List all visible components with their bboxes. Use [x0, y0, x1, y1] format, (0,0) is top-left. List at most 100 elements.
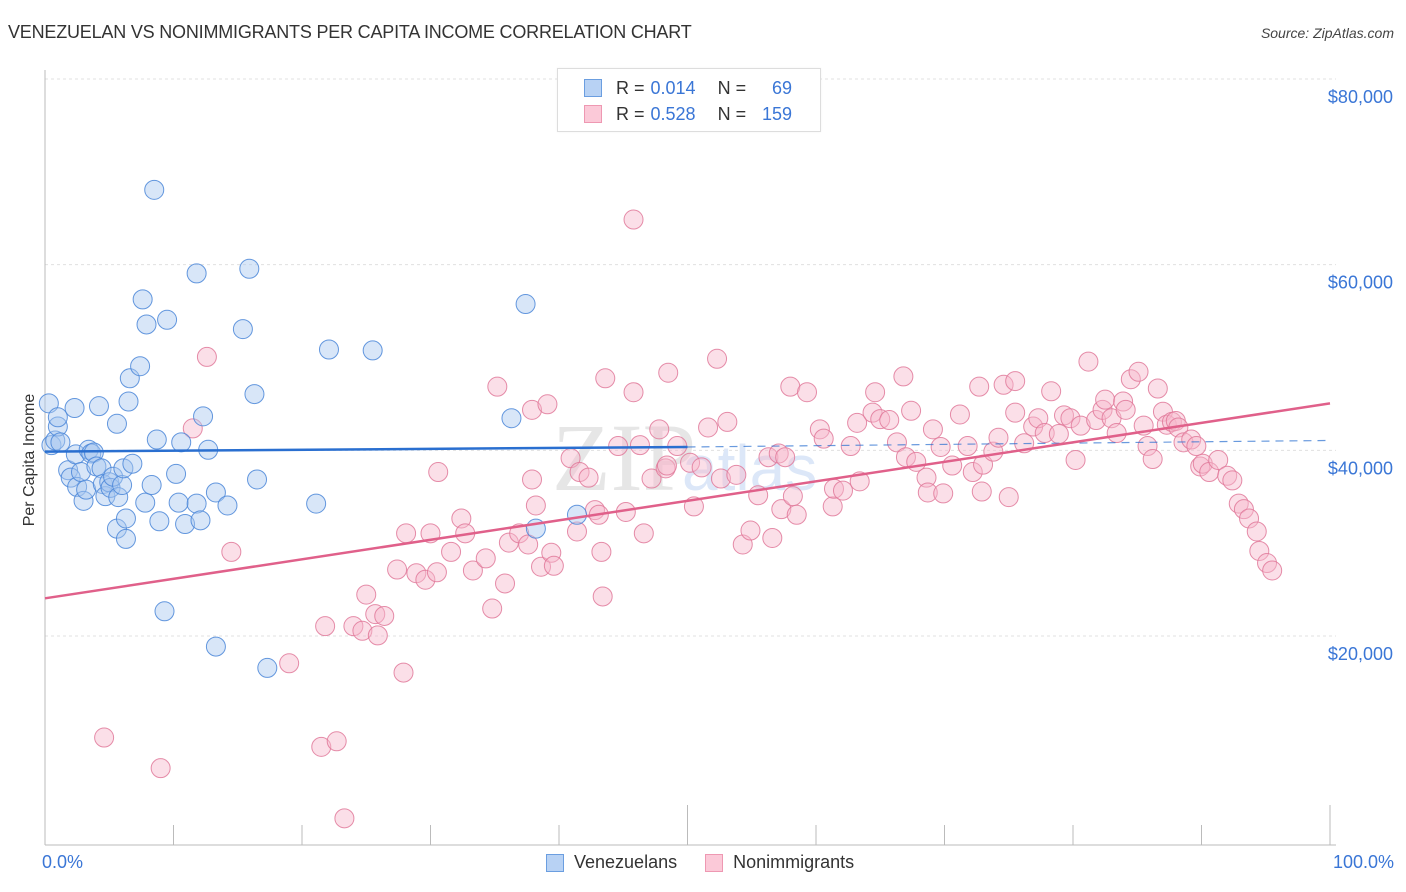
- nonimmigrants-point: [1095, 389, 1116, 410]
- venezuelans-point: [171, 432, 192, 453]
- venezuelans-point: [112, 475, 133, 496]
- nonimmigrants-point: [780, 376, 801, 397]
- nonimmigrants-point: [1005, 402, 1026, 423]
- nonimmigrants-point: [595, 368, 616, 389]
- venezuelans-point: [186, 263, 207, 284]
- nonimmigrants-point: [428, 462, 449, 483]
- venezuelans-point: [130, 356, 151, 377]
- venezuelans-point: [175, 514, 196, 535]
- nonimmigrants-point: [813, 428, 834, 449]
- nonimmigrants-point: [311, 736, 332, 757]
- nonimmigrants-point: [782, 486, 803, 507]
- nonimmigrants-point: [1186, 436, 1207, 457]
- legend-item-nonimmigrants[interactable]: Nonimmigrants: [705, 852, 854, 873]
- nonimmigrants-point: [1078, 351, 1099, 372]
- nonimmigrants-point: [629, 435, 650, 456]
- venezuelans-point: [217, 495, 238, 516]
- venezuelans-trend-line: [44, 445, 688, 453]
- venezuelans-point: [318, 339, 339, 360]
- nonimmigrants-point: [1086, 410, 1107, 431]
- venezuelans-point: [141, 475, 162, 496]
- venezuelans-point: [205, 636, 226, 657]
- nonimmigrants-point: [1041, 381, 1062, 402]
- venezuelans-point: [136, 314, 157, 335]
- venezuelans-point: [149, 511, 170, 532]
- nonimmigrants-point: [680, 452, 701, 473]
- nonimmigrants-point: [1034, 423, 1055, 444]
- legend-item-venezuelans[interactable]: Venezuelans: [546, 852, 677, 873]
- nonimmigrants-point: [957, 436, 978, 457]
- y-tick-label: $40,000: [1328, 458, 1393, 478]
- nonimmigrants-point: [578, 467, 599, 488]
- nonimmigrants-point: [922, 419, 943, 440]
- nonimmigrants-point: [343, 616, 364, 637]
- nonimmigrants-point: [865, 382, 886, 403]
- nonimmigrants-trend-line: [44, 402, 1331, 600]
- venezuelans-point: [118, 391, 139, 412]
- nonimmigrants-point: [930, 436, 951, 457]
- nonimmigrants-point: [522, 399, 543, 420]
- nonimmigrants-point: [707, 348, 728, 369]
- nonimmigrants-point: [1120, 369, 1141, 390]
- nonimmigrants-point: [775, 447, 796, 468]
- venezuelans-point: [232, 319, 253, 340]
- nonimmigrants-point: [893, 366, 914, 387]
- nonimmigrants-point: [998, 487, 1019, 508]
- r-label: R =: [616, 77, 645, 98]
- venezuelans-point: [244, 384, 265, 405]
- r-value: 0.014: [650, 77, 696, 98]
- nonimmigrants-point: [962, 462, 983, 483]
- venezuelans-point: [47, 407, 68, 428]
- venezuelans-point: [78, 439, 99, 460]
- nonimmigrants-point: [462, 560, 483, 581]
- nonimmigrants-point: [1246, 521, 1267, 542]
- venezuelans-point: [115, 528, 136, 549]
- nonimmigrants-point: [1028, 408, 1049, 429]
- nonimmigrants-point: [847, 412, 868, 433]
- nonimmigrants-point: [623, 382, 644, 403]
- nonimmigrants-point: [279, 653, 300, 674]
- nonimmigrants-point: [1060, 408, 1081, 429]
- y-tick-label: $60,000: [1328, 273, 1393, 293]
- chart-title: VENEZUELAN VS NONIMMIGRANTS PER CAPITA I…: [8, 22, 692, 42]
- nonimmigrants-legend-swatch: [705, 853, 724, 872]
- nonimmigrants-point: [525, 495, 546, 516]
- venezuelans-point: [88, 396, 109, 417]
- nonimmigrants-point: [768, 443, 789, 464]
- nonimmigrants-point: [656, 455, 677, 476]
- nonimmigrants-point: [393, 662, 414, 683]
- nonimmigrants-point: [426, 562, 447, 583]
- n-value: 159: [762, 103, 793, 124]
- venezuelans-point: [190, 510, 211, 531]
- venezuelans-point: [515, 294, 536, 315]
- nonimmigrants-point: [691, 457, 712, 478]
- nonimmigrants-point: [758, 447, 779, 468]
- venezuelans-point: [108, 487, 129, 508]
- venezuelans-point: [257, 657, 278, 678]
- venezuelans-point: [186, 493, 207, 514]
- nonimmigrants-point: [1239, 508, 1260, 529]
- axes: [44, 70, 1336, 846]
- nonimmigrants-point: [862, 402, 883, 423]
- venezuelans-point: [501, 408, 522, 429]
- y-tick-labels: $20,000 $40,000 $60,000 $80,000: [1328, 87, 1393, 664]
- nonimmigrants-point: [832, 480, 853, 501]
- nonimmigrants-point: [1249, 540, 1270, 561]
- nonimmigrants-point: [710, 468, 731, 489]
- nonimmigrants-point: [901, 400, 922, 421]
- nonimmigrants-point: [591, 541, 612, 562]
- venezuelans-point: [146, 429, 167, 450]
- nonimmigrants-swatch: [584, 105, 602, 123]
- nonimmigrants-point: [1128, 361, 1149, 382]
- gridlines: [45, 78, 1336, 637]
- nonimmigrants-point: [786, 504, 807, 525]
- nonimmigrants-point: [387, 559, 408, 580]
- venezuelans-point: [154, 601, 175, 622]
- venezuelans-point: [157, 309, 178, 330]
- nonimmigrants-point: [1070, 415, 1091, 436]
- nonimmigrants-point: [633, 523, 654, 544]
- nonimmigrants-point: [487, 376, 508, 397]
- nonimmigrants-point: [1181, 429, 1202, 450]
- nonimmigrants-points: [94, 209, 1283, 829]
